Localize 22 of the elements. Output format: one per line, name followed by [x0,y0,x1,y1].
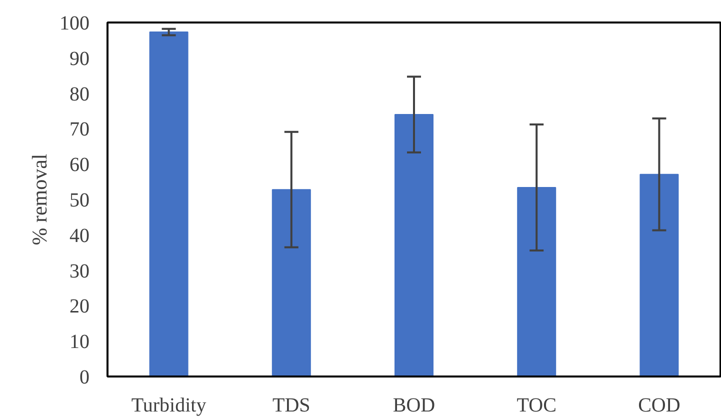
y-tick-label: 90 [70,48,90,70]
y-tick-label: 60 [70,154,90,176]
bar [149,32,188,376]
y-tick-label: 50 [70,190,90,212]
bar [517,186,556,376]
y-tick-label: 20 [70,296,90,318]
y-tick-label: 30 [70,260,90,282]
x-tick-label: Turbidity [131,394,206,416]
y-tick-label: 70 [70,118,90,141]
y-tick-label: 100 [60,12,90,34]
bar [394,114,434,376]
bar [272,189,311,376]
y-tick-label: 80 [70,83,90,106]
x-tick-label: BOD [392,394,436,416]
y-axis-title: % removal [28,154,52,246]
x-tick-label: TDS [272,394,310,416]
bar [640,174,679,376]
x-tick-label: TOC [516,394,556,416]
y-tick-label: 10 [70,331,90,354]
y-tick-label: 0 [80,366,90,388]
y-tick-label: 40 [70,224,90,247]
x-tick-label: COD [638,394,680,416]
